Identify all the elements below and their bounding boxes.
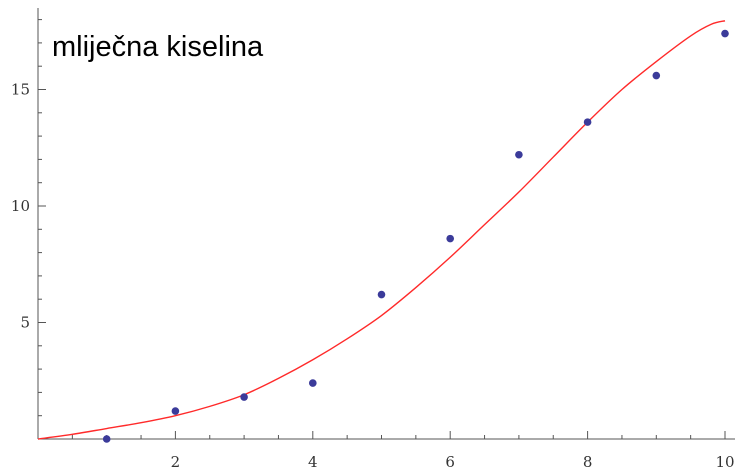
axes: 2 4 6 8 10 5 10 15 [11,8,735,471]
data-point [377,290,386,299]
data-point [446,234,455,243]
x-tick-label: 2 [171,453,181,471]
fit-curve [37,20,726,440]
data-point [515,150,523,159]
data-point [240,393,248,401]
data-point [102,435,111,443]
y-tick-label: 5 [20,314,30,332]
data-point [171,407,180,415]
fit-curve-layer [37,20,726,440]
data-point [721,29,729,38]
y-tick-label: 10 [11,197,30,215]
data-point [652,71,661,80]
data-point [309,379,317,387]
x-tick-label: 10 [715,453,734,471]
data-point [583,118,592,126]
data-points-layer [102,29,729,443]
y-tick-label: 15 [11,81,30,99]
x-tick-label: 4 [308,453,318,471]
chart-title: mliječna kiselina [52,31,264,63]
x-tick-label: 6 [445,453,455,471]
x-tick-label: 8 [583,453,593,471]
